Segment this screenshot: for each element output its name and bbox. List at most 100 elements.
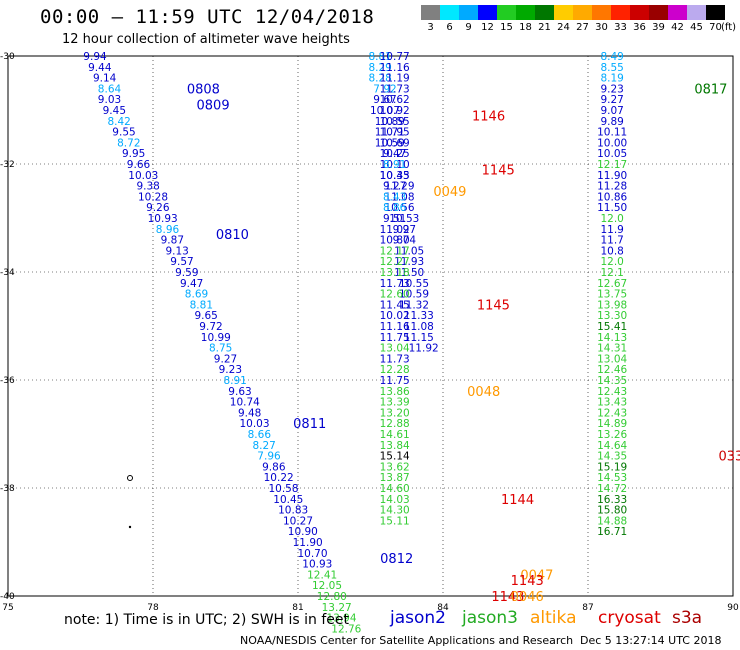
wave-height-label: 13.39 (380, 397, 410, 409)
longitude-tick-label: 84 (437, 603, 449, 613)
wave-height-label: 9.23 (219, 364, 242, 376)
wave-height-label: 9.74 (393, 235, 417, 247)
wave-height-label: 10.53 (389, 213, 419, 225)
wave-height-label: 8.96 (156, 224, 180, 236)
legend-swatch (630, 5, 649, 20)
wave-height-label: 16.71 (597, 526, 627, 538)
wave-height-label: 9.47 (180, 278, 203, 290)
wave-height-label: 10.69 (380, 137, 410, 149)
longitude-tick-label: 75 (2, 603, 13, 613)
latitude-tick-label: -38 (0, 484, 15, 494)
track-time-labels: 0808 0809 0810 0811 0812 1146 1145 0049 1145 0048… (187, 82, 740, 605)
wave-height-label: 10.07 (370, 105, 400, 117)
wave-height-label: 12.80 (317, 591, 347, 603)
track-time-label: 0046 (511, 590, 544, 605)
wave-height-label: 8.75 (209, 343, 232, 355)
track-time-label: 0817 (694, 82, 727, 97)
wave-height-label: 11.08 (404, 321, 434, 333)
wave-height-label: 8.55 (600, 62, 623, 74)
wave-height-label: 13.87 (380, 472, 410, 484)
generation-timestamp: Dec 5 13:27:14 UTC 2018 (580, 634, 722, 647)
map-title: 00:00 – 11:59 UTC 12/04/2018 (40, 6, 375, 28)
track-time-label: 0810 (216, 228, 249, 243)
wave-height-label: 13.62 (380, 461, 410, 473)
wave-height-label: 12.67 (597, 278, 627, 290)
wave-height-label: 13.30 (597, 310, 627, 322)
legend-label: 9 (465, 22, 472, 33)
legend-label: 12 (481, 22, 494, 33)
legend-swatch (687, 5, 706, 20)
wave-height-label: 12.60 (380, 289, 410, 301)
wave-height-label: 8.19 (600, 73, 623, 85)
legend-swatch (459, 5, 478, 20)
wave-height-label: 10.03 (128, 170, 158, 182)
wave-height-label: 11.16 (380, 321, 410, 333)
wave-height-label: 8.28 (368, 73, 391, 85)
wave-height-label: 12.88 (380, 418, 410, 430)
wave-height-label: 10.99 (201, 332, 231, 344)
legend-label: 18 (519, 22, 532, 33)
wave-height-label: 10.59 (375, 137, 405, 149)
legend-label: (ft) (720, 22, 737, 33)
wave-height-label: 9.47 (383, 148, 406, 160)
wave-height-label: 15.11 (380, 515, 410, 527)
wave-height-label: 9.57 (170, 256, 193, 268)
wave-height-label: 13.98 (597, 299, 627, 311)
wave-height-label: 14.60 (380, 483, 410, 495)
legend-label: 33 (614, 22, 627, 33)
wave-height-label: 10.62 (380, 94, 410, 106)
wave-height-label: 10.93 (148, 213, 178, 225)
wave-height-label: 12.43 (597, 407, 627, 419)
wave-height-label: 11.29 (384, 181, 414, 193)
wave-height-label: 10.25 (380, 148, 410, 160)
wave-height-label: 10.00 (597, 137, 627, 149)
wave-height-label: 12.41 (307, 569, 337, 581)
wave-height-label: 15.80 (597, 505, 627, 517)
wave-height-label: 14.35 (597, 451, 627, 463)
legend-swatch (592, 5, 611, 20)
wave-height-label: 12.76 (331, 623, 361, 635)
satellite-legend-s3a: s3a (672, 608, 703, 628)
wave-height-label: 9.87 (161, 235, 184, 247)
wave-height-label: 11.28 (597, 181, 627, 193)
wave-height-label: 10.02 (380, 310, 410, 322)
wave-height-label: 11.71 (375, 127, 405, 139)
legend-label: 21 (538, 22, 551, 33)
wave-height-label: 7.96 (257, 451, 281, 463)
wave-height-label: 9.07 (600, 105, 623, 117)
wave-height-label: 12.0 (600, 256, 623, 268)
wave-height-label: 8.91 (223, 375, 246, 387)
wave-height-label: 9.86 (262, 461, 286, 473)
wave-height-label: 13.43 (597, 397, 627, 409)
wave-height-label: 14.88 (597, 515, 627, 527)
satellite-legend-altika: altika (530, 608, 577, 628)
wave-height-label: 9.67 (373, 94, 396, 106)
wave-height-label: 10.95 (380, 127, 410, 139)
wave-height-label: 8.42 (107, 116, 130, 128)
wave-height-label: 11.73 (380, 353, 410, 365)
legend-swatch (611, 5, 630, 20)
wave-height-label: 14.03 (380, 494, 410, 506)
wave-height-label: 9.03 (98, 94, 121, 106)
track-time-label: 1146 (472, 109, 505, 124)
wave-height-label: 10.11 (597, 127, 627, 139)
wave-height-label: 13.75 (597, 289, 627, 301)
wave-height-label: 14.89 (597, 418, 627, 430)
latitude-tick-label: -34 (0, 268, 15, 278)
wave-height-label: 13.20 (380, 407, 410, 419)
wave-height-label: 9.65 (194, 310, 217, 322)
wave-height-label: 9.27 (383, 181, 406, 193)
credit-text: NOAA/NESDIS Center for Satellite Applica… (240, 634, 574, 647)
legend-label: 70 (709, 22, 722, 33)
longitude-tick-label: 87 (582, 603, 593, 613)
map-subtitle: 12 hour collection of altimeter wave hei… (62, 32, 350, 47)
wave-height-label: 14.31 (597, 343, 627, 355)
wave-height-label: 9.51 (383, 213, 406, 225)
track-time-label: 1145 (477, 298, 510, 313)
track-time-label: 0047 (520, 568, 553, 583)
wave-height-label: 10.55 (380, 116, 410, 128)
wave-height-label: 11.7 (600, 235, 623, 247)
wave-height-label: 13.94 (326, 613, 356, 625)
wave-height-label: 11.15 (404, 332, 434, 344)
wave-height-label: 8.49 (600, 51, 623, 63)
